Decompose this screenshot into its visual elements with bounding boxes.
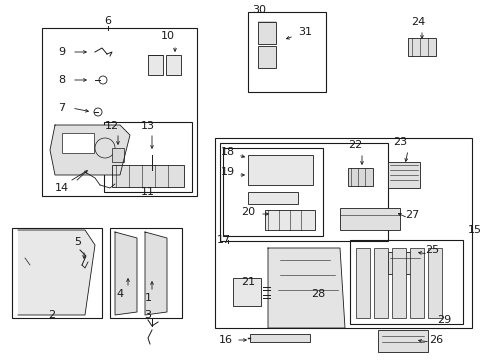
Bar xyxy=(387,252,422,274)
Text: 22: 22 xyxy=(347,140,362,150)
Text: 2: 2 xyxy=(48,310,56,320)
Bar xyxy=(12,228,102,318)
Bar xyxy=(264,210,314,230)
Bar xyxy=(110,228,182,318)
Polygon shape xyxy=(115,232,137,315)
Bar xyxy=(247,192,297,204)
Text: 29: 29 xyxy=(436,315,450,325)
Bar xyxy=(112,148,124,162)
Bar xyxy=(373,248,387,318)
Text: 25: 25 xyxy=(424,245,438,255)
Text: 30: 30 xyxy=(251,5,265,15)
Bar xyxy=(377,330,427,352)
Text: 5: 5 xyxy=(74,237,81,247)
Bar xyxy=(355,248,369,318)
Text: 21: 21 xyxy=(241,277,255,287)
Text: 27: 27 xyxy=(404,210,418,220)
Bar xyxy=(339,208,399,230)
Text: 10: 10 xyxy=(161,31,175,41)
Text: 15: 15 xyxy=(467,225,481,235)
Bar xyxy=(165,55,181,75)
Text: 13: 13 xyxy=(141,121,155,131)
Text: 20: 20 xyxy=(241,207,255,217)
Bar xyxy=(407,38,435,56)
Text: 16: 16 xyxy=(219,335,232,345)
Text: 28: 28 xyxy=(310,289,325,299)
Bar xyxy=(387,162,419,188)
Bar xyxy=(215,138,471,328)
Bar xyxy=(223,148,323,236)
Bar xyxy=(42,28,197,196)
Polygon shape xyxy=(145,232,167,315)
Bar xyxy=(148,55,163,75)
Bar xyxy=(112,165,183,187)
Text: 6: 6 xyxy=(104,16,111,26)
Bar xyxy=(104,122,192,192)
Text: 17: 17 xyxy=(217,235,231,245)
Bar xyxy=(349,240,462,324)
Polygon shape xyxy=(18,230,95,315)
Text: 4: 4 xyxy=(116,289,123,299)
Text: 9: 9 xyxy=(59,47,65,57)
Polygon shape xyxy=(50,125,130,175)
Text: 24: 24 xyxy=(410,17,424,27)
Bar xyxy=(391,248,405,318)
Text: 8: 8 xyxy=(59,75,65,85)
Text: 7: 7 xyxy=(59,103,65,113)
Bar xyxy=(249,334,309,342)
Polygon shape xyxy=(267,248,345,328)
Text: 18: 18 xyxy=(221,147,235,157)
Text: 12: 12 xyxy=(105,121,119,131)
Text: 14: 14 xyxy=(55,183,69,193)
Text: 26: 26 xyxy=(428,335,442,345)
Text: 23: 23 xyxy=(392,137,406,147)
Bar xyxy=(258,46,275,68)
Bar xyxy=(220,143,387,241)
Bar xyxy=(347,168,372,186)
Bar xyxy=(232,278,261,306)
Bar xyxy=(247,155,312,185)
Bar xyxy=(62,133,94,153)
Text: 31: 31 xyxy=(297,27,311,37)
Text: 19: 19 xyxy=(221,167,235,177)
Text: 3: 3 xyxy=(144,310,151,320)
Bar xyxy=(258,22,275,44)
Text: 11: 11 xyxy=(141,187,155,197)
Bar xyxy=(247,12,325,92)
Bar xyxy=(409,248,423,318)
Bar xyxy=(427,248,441,318)
Text: 1: 1 xyxy=(144,293,151,303)
